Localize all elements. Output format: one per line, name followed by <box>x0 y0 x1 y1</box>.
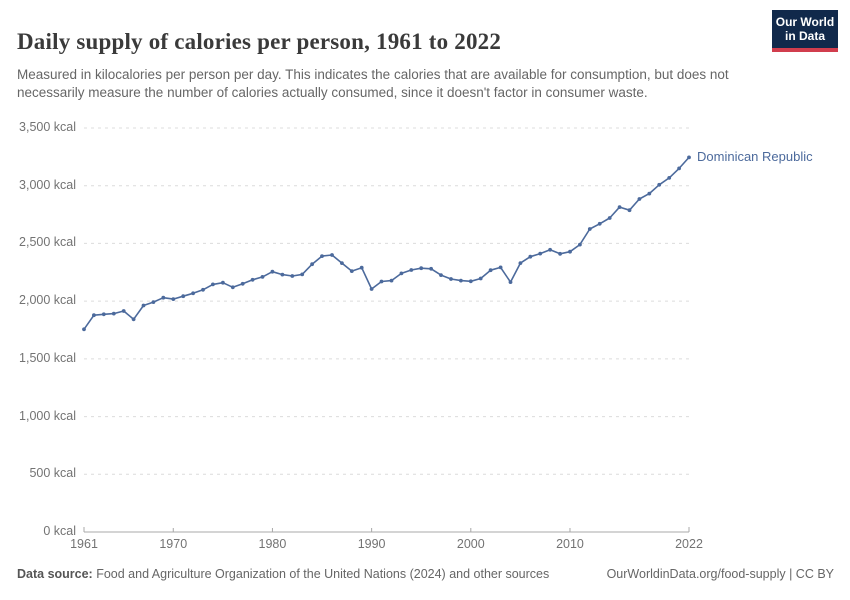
data-point[interactable] <box>657 182 662 187</box>
data-point[interactable] <box>488 268 493 273</box>
data-point[interactable] <box>617 205 622 210</box>
data-source-text: Food and Agriculture Organization of the… <box>92 567 550 581</box>
data-point[interactable] <box>260 275 265 279</box>
data-point[interactable] <box>270 269 275 274</box>
data-point[interactable] <box>349 269 354 273</box>
data-point[interactable] <box>359 265 364 270</box>
data-point[interactable] <box>607 216 612 220</box>
data-point[interactable] <box>141 303 146 308</box>
owid-license-link[interactable]: OurWorldinData.org/food-supply | CC BY <box>606 567 834 581</box>
data-point[interactable] <box>340 261 344 265</box>
data-point[interactable] <box>478 276 483 281</box>
data-point[interactable] <box>201 287 205 292</box>
data-point[interactable] <box>508 280 513 284</box>
data-point[interactable] <box>92 313 96 318</box>
data-point[interactable] <box>687 155 691 160</box>
chart-title: Daily supply of calories per person, 196… <box>17 29 502 55</box>
data-source-note: Data source: Food and Agriculture Organi… <box>17 567 549 581</box>
data-point[interactable] <box>528 254 533 259</box>
data-point[interactable] <box>101 312 106 317</box>
data-point[interactable] <box>667 176 672 180</box>
data-point[interactable] <box>280 272 285 277</box>
owid-logo-line2: in Data <box>784 29 825 43</box>
data-point[interactable] <box>82 327 86 332</box>
data-point[interactable] <box>429 266 433 271</box>
data-point[interactable] <box>320 254 324 258</box>
data-point[interactable] <box>597 221 602 226</box>
data-point[interactable] <box>568 249 572 254</box>
data-point[interactable] <box>111 311 116 316</box>
data-point[interactable] <box>627 208 632 213</box>
data-point[interactable] <box>439 273 443 277</box>
data-point[interactable] <box>399 271 404 276</box>
data-point[interactable] <box>250 277 255 282</box>
data-point[interactable] <box>171 297 176 301</box>
owid-logo-line1: Our World <box>775 15 835 29</box>
data-point[interactable] <box>677 166 681 171</box>
data-source-label: Data source: <box>17 567 93 581</box>
data-point[interactable] <box>300 272 305 277</box>
chart-subtitle: Measured in kilocalories per person per … <box>17 66 729 100</box>
data-point[interactable] <box>240 281 245 286</box>
data-point[interactable] <box>181 294 186 299</box>
data-point[interactable] <box>131 317 136 322</box>
data-point[interactable] <box>647 191 652 196</box>
data-point[interactable] <box>369 287 374 291</box>
data-point[interactable] <box>409 268 414 272</box>
data-point[interactable] <box>310 262 314 267</box>
data-point[interactable] <box>558 251 562 256</box>
data-point[interactable] <box>211 282 215 287</box>
data-point[interactable] <box>379 279 384 284</box>
data-point[interactable] <box>330 253 334 257</box>
data-point[interactable] <box>498 265 503 270</box>
data-point[interactable] <box>191 291 196 296</box>
data-point[interactable] <box>290 274 295 278</box>
data-point[interactable] <box>518 261 523 265</box>
data-point[interactable] <box>221 280 225 285</box>
data-point[interactable] <box>419 266 424 271</box>
data-point[interactable] <box>459 278 463 283</box>
series-end-label[interactable]: Dominican Republic <box>697 149 813 165</box>
data-point[interactable] <box>121 309 126 313</box>
data-point[interactable] <box>468 279 473 284</box>
data-point[interactable] <box>578 242 582 247</box>
data-point[interactable] <box>151 300 156 304</box>
data-point[interactable] <box>538 251 543 256</box>
data-point[interactable] <box>161 295 166 300</box>
data-point[interactable] <box>449 277 453 281</box>
data-point[interactable] <box>389 278 394 283</box>
data-point[interactable] <box>230 285 235 290</box>
data-point[interactable] <box>637 197 642 201</box>
data-point[interactable] <box>587 227 592 231</box>
owid-logo[interactable]: Our World in Data <box>772 10 838 52</box>
data-point[interactable] <box>548 247 552 252</box>
